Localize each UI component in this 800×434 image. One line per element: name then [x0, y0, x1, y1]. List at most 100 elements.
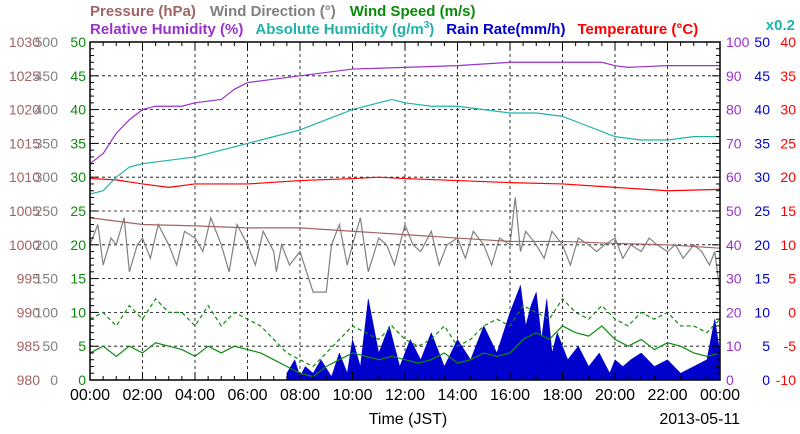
legend-entry-title-row2-2: Rain Rate(mm/h): [446, 21, 565, 38]
plot-frame: [89, 41, 721, 381]
grid-lines: [90, 42, 720, 380]
x-tick-label: 00:00: [700, 387, 740, 404]
x-tick-label: 22:00: [647, 387, 687, 404]
y-tick-label-temperature: 10: [780, 237, 796, 253]
x-tick-label: 20:00: [595, 387, 635, 404]
y-tick-label-rain_rate: 40: [754, 102, 770, 118]
y-tick-label-rain_rate: 0: [762, 372, 770, 388]
y-tick-label-temperature: 15: [780, 203, 796, 219]
y-tick-label-relative_humidity: 50: [726, 203, 742, 219]
y-axes: 9809859909951000100510101015102010251030…: [9, 34, 796, 388]
y-tick-label-pressure: 1020: [9, 102, 40, 118]
y-tick-label-temperature: 20: [780, 169, 796, 185]
series-temperature: [89, 176, 721, 192]
y-tick-label-rain_rate: 20: [754, 237, 770, 253]
y-tick-label-temperature: -5: [784, 338, 797, 354]
y-tick-label-wind_speed: 20: [70, 237, 86, 253]
x-tick-label: 08:00: [280, 387, 320, 404]
y-tick-label-pressure: 1000: [9, 237, 40, 253]
y-tick-label-rain_rate: 25: [754, 203, 770, 219]
title-row-2: Relative Humidity (%) Absolute Humidity (…: [90, 20, 698, 38]
y-tick-label-wind_speed: 30: [70, 169, 86, 185]
title-row-1: Pressure (hPa) Wind Direction (°) Wind Spe…: [90, 3, 475, 20]
y-tick-label-pressure: 1030: [9, 34, 40, 50]
y-tick-label-temperature: 25: [780, 135, 796, 151]
y-tick-label-wind_direction: 100: [35, 304, 59, 320]
y-tick-label-pressure: 1005: [9, 203, 40, 219]
legend-entry-title-row2-3: Temperature (°C): [577, 21, 698, 38]
series-absolute_humidity: [89, 98, 720, 195]
y-tick-label-temperature: 35: [780, 68, 796, 84]
y-tick-label-relative_humidity: 60: [726, 169, 742, 185]
x-tick-label: 18:00: [542, 387, 582, 404]
x-axis: 00:00 02:00 04:00 06:00 08:00 10:00 12:00 14:00…: [70, 387, 740, 404]
y-tick-label-rain_rate: 5: [762, 338, 770, 354]
y-tick-label-rain_rate: 35: [754, 135, 770, 151]
x-tick-label: 10:00: [332, 387, 372, 404]
y-tick-label-pressure: 985: [17, 338, 41, 354]
y-tick-label-wind_speed: 35: [70, 135, 86, 151]
y-tick-label-pressure: 1025: [9, 68, 40, 84]
x-tick-label: 16:00: [490, 387, 530, 404]
y-tick-label-wind_speed: 50: [70, 34, 86, 50]
y-tick-label-pressure: 1010: [9, 169, 40, 185]
y-tick-label-pressure: 995: [17, 271, 41, 287]
y-tick-label-wind_speed: 5: [78, 338, 86, 354]
date-label: 2013-05-11: [659, 411, 740, 428]
y-tick-label-rain_rate: 15: [754, 271, 770, 287]
y-tick-label-rain_rate: 30: [754, 169, 770, 185]
y-tick-label-temperature: 30: [780, 102, 796, 118]
y-tick-label-relative_humidity: 20: [726, 304, 742, 320]
series-wind_direction: [89, 197, 721, 293]
y-tick-label-rain_rate: 10: [754, 304, 770, 320]
legend-entry-title-row1-2: Wind Speed (m/s): [350, 3, 476, 20]
y-tick-label-temperature: 0: [788, 304, 796, 320]
rain-scale-note: x0.2: [766, 17, 795, 34]
legend-entry-title-row2-1: Absolute Humidity (g/m3): [255, 20, 434, 38]
y-tick-label-wind_direction: 200: [35, 237, 59, 253]
x-axis-label: Time (JST): [369, 411, 448, 428]
x-tick-label: 00:00: [70, 387, 110, 404]
y-tick-label-pressure: 980: [17, 372, 41, 388]
series-wind_speed_gust: [89, 297, 721, 368]
y-tick-label-wind_direction: 300: [35, 169, 59, 185]
y-tick-label-wind_speed: 15: [70, 271, 86, 287]
y-tick-label-temperature: 5: [788, 271, 796, 287]
y-tick-label-wind_direction: 500: [35, 34, 59, 50]
y-tick-label-wind_speed: 25: [70, 203, 86, 219]
y-tick-label-relative_humidity: 0: [726, 372, 734, 388]
y-tick-label-wind_direction: 450: [35, 68, 59, 84]
y-tick-label-relative_humidity: 40: [726, 237, 742, 253]
series-rain_rate: [286, 285, 721, 381]
y-tick-label-relative_humidity: 30: [726, 271, 742, 287]
y-tick-label-relative_humidity: 70: [726, 135, 742, 151]
y-tick-label-rain_rate: 45: [754, 68, 770, 84]
legend-entry-title-row1-1: Wind Direction (°): [210, 3, 336, 20]
y-tick-label-relative_humidity: 100: [726, 34, 750, 50]
y-tick-label-wind_direction: 50: [42, 338, 58, 354]
series-pressure: [89, 217, 721, 249]
y-tick-label-pressure: 990: [17, 304, 41, 320]
y-tick-label-wind_speed: 40: [70, 102, 86, 118]
series-layer: [89, 61, 721, 381]
x-tick-label: 14:00: [437, 387, 477, 404]
legend-entry-title-row2-0: Relative Humidity (%): [90, 21, 243, 38]
y-tick-label-wind_speed: 45: [70, 68, 86, 84]
y-tick-label-temperature: 40: [780, 34, 796, 50]
y-tick-label-pressure: 1015: [9, 135, 40, 151]
y-tick-label-wind_direction: 150: [35, 271, 59, 287]
y-tick-label-wind_direction: 400: [35, 102, 59, 118]
x-tick-label: 02:00: [122, 387, 162, 404]
y-tick-label-relative_humidity: 10: [726, 338, 742, 354]
x-tick-label: 04:00: [175, 387, 215, 404]
y-tick-label-wind_direction: 350: [35, 135, 59, 151]
y-tick-label-wind_direction: 250: [35, 203, 59, 219]
x-tick-label: 06:00: [227, 387, 267, 404]
y-tick-label-wind_speed: 0: [78, 372, 86, 388]
series-wind_speed: [89, 325, 721, 378]
y-tick-label-relative_humidity: 90: [726, 68, 742, 84]
x-tick-label: 12:00: [385, 387, 425, 404]
series-relative_humidity: [89, 61, 720, 165]
y-tick-label-relative_humidity: 80: [726, 102, 742, 118]
